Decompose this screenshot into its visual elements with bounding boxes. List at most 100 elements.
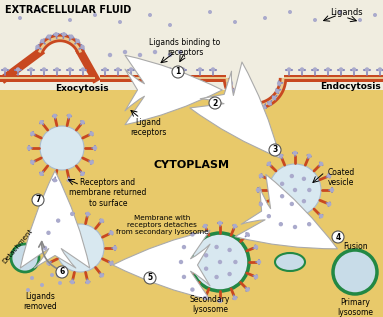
Circle shape xyxy=(90,132,93,135)
Circle shape xyxy=(233,224,236,228)
Circle shape xyxy=(68,114,71,117)
Circle shape xyxy=(246,288,249,291)
Circle shape xyxy=(70,35,73,38)
Circle shape xyxy=(320,215,322,218)
Circle shape xyxy=(138,53,142,57)
Circle shape xyxy=(218,222,221,224)
Circle shape xyxy=(182,275,185,278)
Circle shape xyxy=(90,161,93,164)
Circle shape xyxy=(68,179,71,182)
Circle shape xyxy=(228,248,232,252)
Circle shape xyxy=(273,96,275,99)
Circle shape xyxy=(71,281,74,284)
Circle shape xyxy=(331,189,334,191)
Circle shape xyxy=(263,106,265,109)
Bar xyxy=(195,74,226,81)
Circle shape xyxy=(142,68,146,71)
Circle shape xyxy=(332,231,344,243)
Circle shape xyxy=(168,23,172,27)
Circle shape xyxy=(293,225,296,229)
Circle shape xyxy=(244,106,247,109)
Circle shape xyxy=(218,260,222,264)
Circle shape xyxy=(328,174,331,177)
Circle shape xyxy=(263,16,267,20)
Circle shape xyxy=(204,267,208,271)
Circle shape xyxy=(110,231,113,234)
Circle shape xyxy=(172,66,184,78)
Circle shape xyxy=(155,68,159,71)
Circle shape xyxy=(30,276,34,280)
Circle shape xyxy=(269,144,281,156)
Circle shape xyxy=(328,203,331,206)
Circle shape xyxy=(40,172,43,175)
Circle shape xyxy=(293,188,297,192)
Circle shape xyxy=(290,202,294,206)
Circle shape xyxy=(239,102,242,105)
Circle shape xyxy=(208,10,212,14)
Circle shape xyxy=(257,108,260,111)
Circle shape xyxy=(47,231,50,234)
Circle shape xyxy=(110,262,113,265)
Circle shape xyxy=(47,35,50,38)
Circle shape xyxy=(41,39,44,42)
Circle shape xyxy=(29,68,33,71)
Circle shape xyxy=(198,68,201,71)
Circle shape xyxy=(100,219,103,222)
Circle shape xyxy=(326,68,329,71)
Circle shape xyxy=(93,13,97,17)
Bar xyxy=(100,77,195,79)
Text: Primary
lysosome: Primary lysosome xyxy=(337,298,373,317)
Circle shape xyxy=(71,212,74,215)
Circle shape xyxy=(269,164,321,216)
Bar xyxy=(284,74,383,81)
Circle shape xyxy=(211,68,214,71)
Circle shape xyxy=(153,50,157,54)
Circle shape xyxy=(246,233,249,236)
Circle shape xyxy=(16,68,20,71)
Text: Exocytosis: Exocytosis xyxy=(55,84,109,93)
Text: 7: 7 xyxy=(35,196,41,204)
Circle shape xyxy=(43,68,46,71)
Text: Secondary
lysosome: Secondary lysosome xyxy=(190,295,230,314)
Text: Ligand
receptors: Ligand receptors xyxy=(130,118,166,137)
Circle shape xyxy=(55,33,57,36)
Circle shape xyxy=(40,283,44,287)
Circle shape xyxy=(288,10,292,14)
Circle shape xyxy=(118,20,122,24)
Circle shape xyxy=(31,132,34,135)
Ellipse shape xyxy=(275,253,305,271)
Circle shape xyxy=(267,215,270,218)
Circle shape xyxy=(308,223,311,226)
Circle shape xyxy=(302,177,306,181)
Text: Ligands: Ligands xyxy=(330,8,363,17)
Text: 6: 6 xyxy=(59,268,65,276)
Circle shape xyxy=(276,90,279,93)
Bar xyxy=(0,77,95,79)
Circle shape xyxy=(182,68,185,71)
Text: 5: 5 xyxy=(147,274,152,282)
Circle shape xyxy=(218,300,221,302)
Circle shape xyxy=(178,50,182,54)
Circle shape xyxy=(3,68,7,71)
Circle shape xyxy=(93,146,97,150)
Circle shape xyxy=(338,10,342,14)
Circle shape xyxy=(313,18,317,22)
Circle shape xyxy=(28,146,31,150)
Circle shape xyxy=(123,50,127,54)
Text: Ligands
removed: Ligands removed xyxy=(23,292,57,311)
Bar xyxy=(100,74,195,81)
Circle shape xyxy=(86,212,89,215)
Circle shape xyxy=(229,82,232,85)
Circle shape xyxy=(358,18,362,22)
Circle shape xyxy=(56,68,59,71)
Circle shape xyxy=(192,234,248,290)
Circle shape xyxy=(53,114,56,117)
Text: Membrane with
receptors detaches
from secondary lysosome: Membrane with receptors detaches from se… xyxy=(116,215,208,235)
Circle shape xyxy=(257,261,260,263)
Text: CYTOPLASM: CYTOPLASM xyxy=(154,160,230,170)
Polygon shape xyxy=(227,78,283,106)
Circle shape xyxy=(288,68,290,71)
Circle shape xyxy=(339,68,342,71)
Circle shape xyxy=(302,199,306,204)
Circle shape xyxy=(314,68,316,71)
